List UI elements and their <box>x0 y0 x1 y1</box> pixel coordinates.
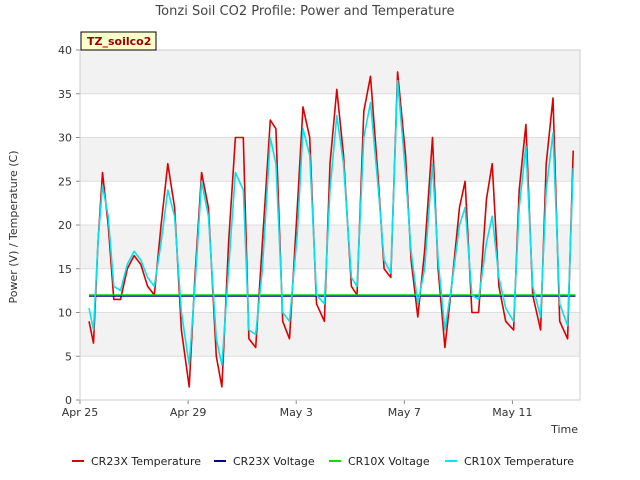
legend-label-cr23x-voltage: CR23X Voltage <box>233 455 315 468</box>
x-tick-label: Apr 25 <box>62 406 99 419</box>
series-group <box>88 71 576 388</box>
series-line-cr10x-temperature <box>88 79 574 366</box>
x-tick-label: Apr 29 <box>170 406 207 419</box>
grid-band <box>80 225 580 269</box>
y-tick-label: 10 <box>58 307 72 320</box>
y-tick-label: 0 <box>65 394 72 407</box>
y-tick-label: 35 <box>58 88 72 101</box>
legend-label-cr23x-temperature: CR23X Temperature <box>91 455 201 468</box>
y-tick-label: 15 <box>58 263 72 276</box>
y-axis-label: Power (V) / Temperature (C) <box>7 150 20 303</box>
x-tick-label: May 11 <box>492 406 532 419</box>
plot-frame <box>79 49 581 401</box>
legend: CR23X Temperature CR23X Voltage CR10X Volt… <box>72 455 574 468</box>
grid-band <box>80 50 580 94</box>
y-tick-label: 5 <box>65 350 72 363</box>
y-tick-label: 20 <box>58 219 72 232</box>
site-label: TZ_soilco2 <box>87 35 151 48</box>
y-tick-label: 30 <box>58 132 72 145</box>
x-axis-label: Time <box>550 423 578 436</box>
chart-title: Tonzi Soil CO2 Profile: Power and Temper… <box>154 4 454 19</box>
x-tick-label: May 3 <box>280 406 313 419</box>
legend-label-cr10x-voltage: CR10X Voltage <box>348 455 430 468</box>
y-axis: 0 5 10 15 20 25 30 35 40 <box>58 44 80 407</box>
grid-band <box>80 312 580 357</box>
legend-label-cr10x-temperature: CR10X Temperature <box>464 455 574 468</box>
y-tick-label: 40 <box>58 44 72 57</box>
site-label-box: TZ_soilco2 <box>80 31 157 51</box>
x-tick-label: May 7 <box>388 406 421 419</box>
x-axis: Apr 25 Apr 29 May 3 May 7 May 11 <box>62 400 533 419</box>
y-tick-label: 25 <box>58 175 72 188</box>
